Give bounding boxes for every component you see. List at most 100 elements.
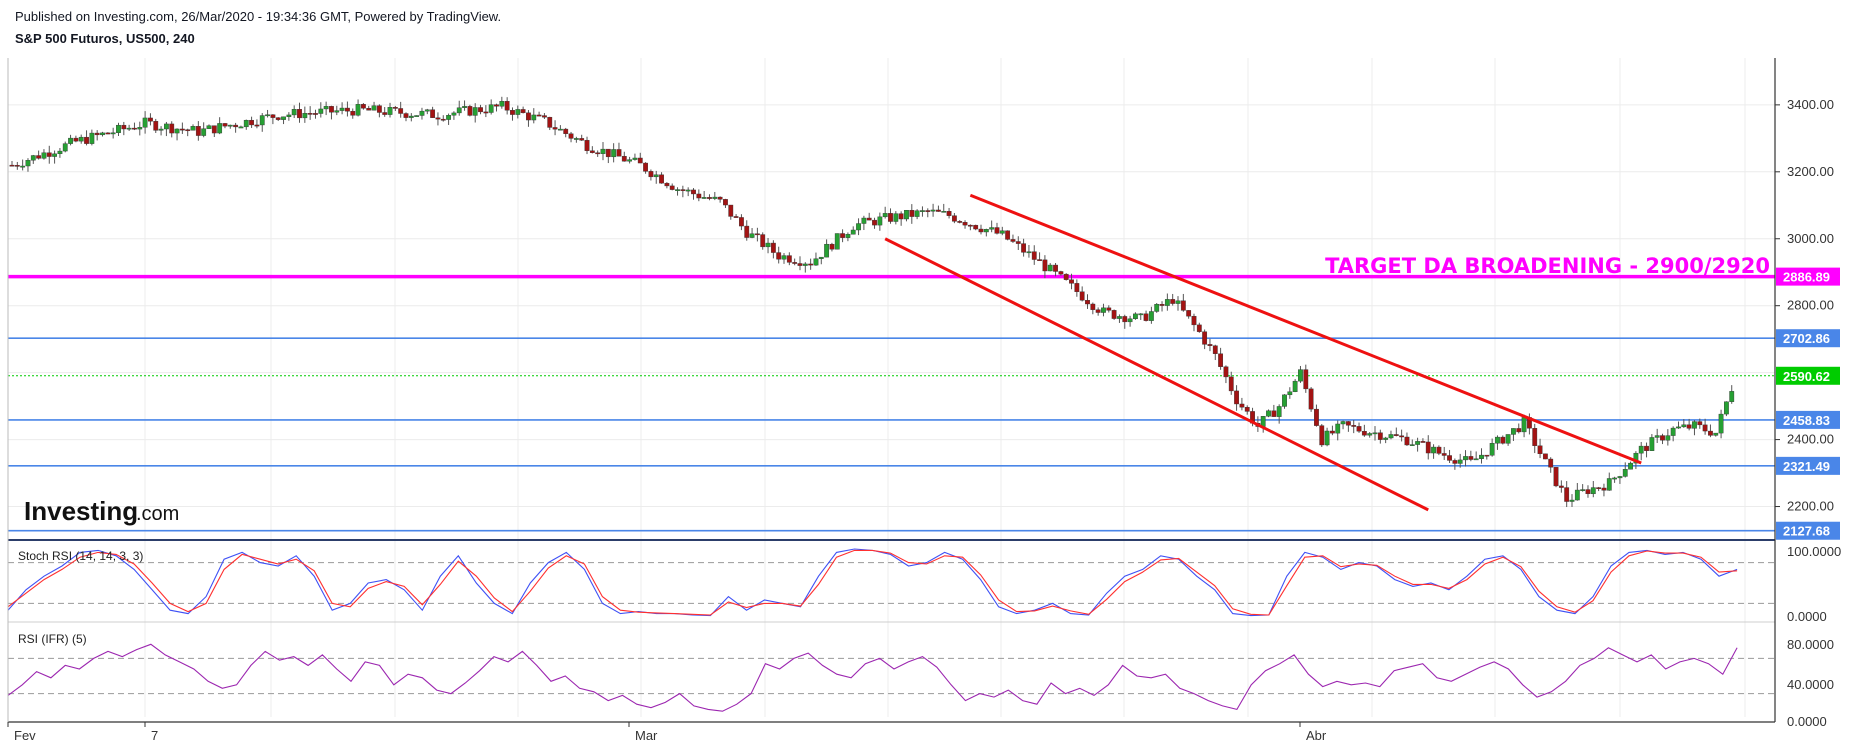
rsi-series-0 bbox=[7, 643, 1738, 712]
candle-320 bbox=[1713, 432, 1719, 437]
candle-173 bbox=[930, 203, 936, 217]
candle-112 bbox=[605, 148, 611, 164]
candle-138 bbox=[744, 220, 750, 241]
candle-151 bbox=[813, 252, 819, 266]
candle-96 bbox=[520, 106, 526, 114]
candle-291 bbox=[1558, 480, 1564, 493]
candle-158 bbox=[850, 226, 856, 235]
candle-35 bbox=[195, 121, 201, 141]
price-tick-3: 2800.00 bbox=[1787, 298, 1834, 313]
candle-295 bbox=[1580, 484, 1586, 492]
candle-124 bbox=[669, 183, 675, 191]
candle-118 bbox=[637, 152, 643, 164]
candle-17 bbox=[100, 131, 105, 137]
candle-148 bbox=[797, 256, 803, 271]
candle-287 bbox=[1537, 438, 1543, 459]
candle-248 bbox=[1330, 425, 1335, 436]
candle-289 bbox=[1548, 457, 1554, 473]
candle-100 bbox=[542, 113, 547, 120]
candle-172 bbox=[925, 208, 931, 218]
candle-323 bbox=[1729, 385, 1735, 404]
candle-319 bbox=[1708, 424, 1713, 438]
candle-219 bbox=[1175, 296, 1181, 311]
candle-226 bbox=[1212, 344, 1218, 361]
candle-116 bbox=[627, 156, 633, 164]
candle-134 bbox=[723, 198, 728, 208]
candle-218 bbox=[1170, 293, 1176, 306]
candle-107 bbox=[579, 134, 585, 141]
candle-171 bbox=[920, 206, 925, 217]
candle-239 bbox=[1282, 394, 1287, 409]
candle-270 bbox=[1447, 449, 1452, 463]
candle-186 bbox=[999, 226, 1005, 236]
time-tick-2: Mar bbox=[635, 728, 658, 743]
candle-178 bbox=[957, 220, 963, 224]
publish-line: Published on Investing.com, 26/Mar/2020 … bbox=[15, 9, 502, 24]
candle-31 bbox=[174, 128, 180, 141]
candle-5 bbox=[36, 150, 42, 160]
candle-200 bbox=[1074, 279, 1080, 297]
candle-1 bbox=[14, 161, 20, 170]
candle-125 bbox=[675, 187, 680, 196]
candle-82 bbox=[446, 113, 451, 125]
candle-87 bbox=[472, 103, 478, 123]
candle-204 bbox=[1095, 307, 1101, 316]
candle-225 bbox=[1207, 338, 1213, 352]
candle-110 bbox=[595, 150, 601, 157]
candle-114 bbox=[616, 142, 622, 157]
time-tick-0: Fev bbox=[14, 728, 36, 743]
candle-273 bbox=[1463, 450, 1468, 467]
stoch-tick-0: 100.0000 bbox=[1787, 544, 1841, 559]
candle-259 bbox=[1388, 430, 1394, 440]
candle-90 bbox=[488, 99, 494, 115]
candle-183 bbox=[983, 228, 989, 237]
candle-185 bbox=[994, 222, 1000, 235]
candle-187 bbox=[1005, 230, 1011, 241]
candle-89 bbox=[483, 105, 489, 118]
candle-136 bbox=[733, 214, 739, 218]
candle-106 bbox=[573, 136, 579, 143]
candle-68 bbox=[371, 101, 377, 111]
candle-74 bbox=[403, 112, 409, 122]
candle-41 bbox=[227, 124, 233, 129]
candle-159 bbox=[856, 218, 861, 236]
candle-97 bbox=[526, 110, 531, 127]
candle-122 bbox=[659, 172, 664, 184]
price-tick-2: 3000.00 bbox=[1787, 231, 1834, 246]
candle-212 bbox=[1138, 313, 1144, 320]
candle-302 bbox=[1617, 475, 1623, 484]
candle-189 bbox=[1015, 236, 1021, 251]
candle-199 bbox=[1069, 273, 1074, 290]
candle-95 bbox=[515, 105, 521, 119]
candle-6 bbox=[41, 149, 47, 160]
rsi-tick-2: 0.0000 bbox=[1787, 714, 1827, 729]
candle-191 bbox=[1026, 244, 1032, 258]
candle-275 bbox=[1473, 451, 1479, 461]
candle-43 bbox=[238, 125, 244, 129]
candle-84 bbox=[456, 100, 462, 116]
price-tick-0: 3400.00 bbox=[1787, 97, 1834, 112]
candle-64 bbox=[350, 108, 356, 119]
candle-75 bbox=[408, 113, 414, 122]
candle-36 bbox=[201, 122, 207, 138]
candle-144 bbox=[776, 246, 782, 264]
candle-56 bbox=[307, 106, 313, 120]
candle-256 bbox=[1372, 426, 1378, 441]
candle-315 bbox=[1686, 418, 1692, 431]
candle-196 bbox=[1053, 262, 1058, 277]
candle-57 bbox=[313, 109, 318, 119]
candle-221 bbox=[1186, 310, 1192, 319]
candle-206 bbox=[1106, 305, 1112, 313]
candle-266 bbox=[1425, 435, 1431, 460]
candle-188 bbox=[1010, 234, 1016, 243]
candle-211 bbox=[1133, 312, 1138, 320]
candle-61 bbox=[334, 105, 340, 116]
candle-146 bbox=[786, 252, 792, 266]
candle-318 bbox=[1702, 418, 1708, 435]
candle-184 bbox=[989, 220, 995, 233]
candle-133 bbox=[717, 196, 723, 203]
candle-53 bbox=[291, 105, 297, 119]
candle-105 bbox=[568, 131, 574, 143]
candle-59 bbox=[323, 101, 329, 116]
